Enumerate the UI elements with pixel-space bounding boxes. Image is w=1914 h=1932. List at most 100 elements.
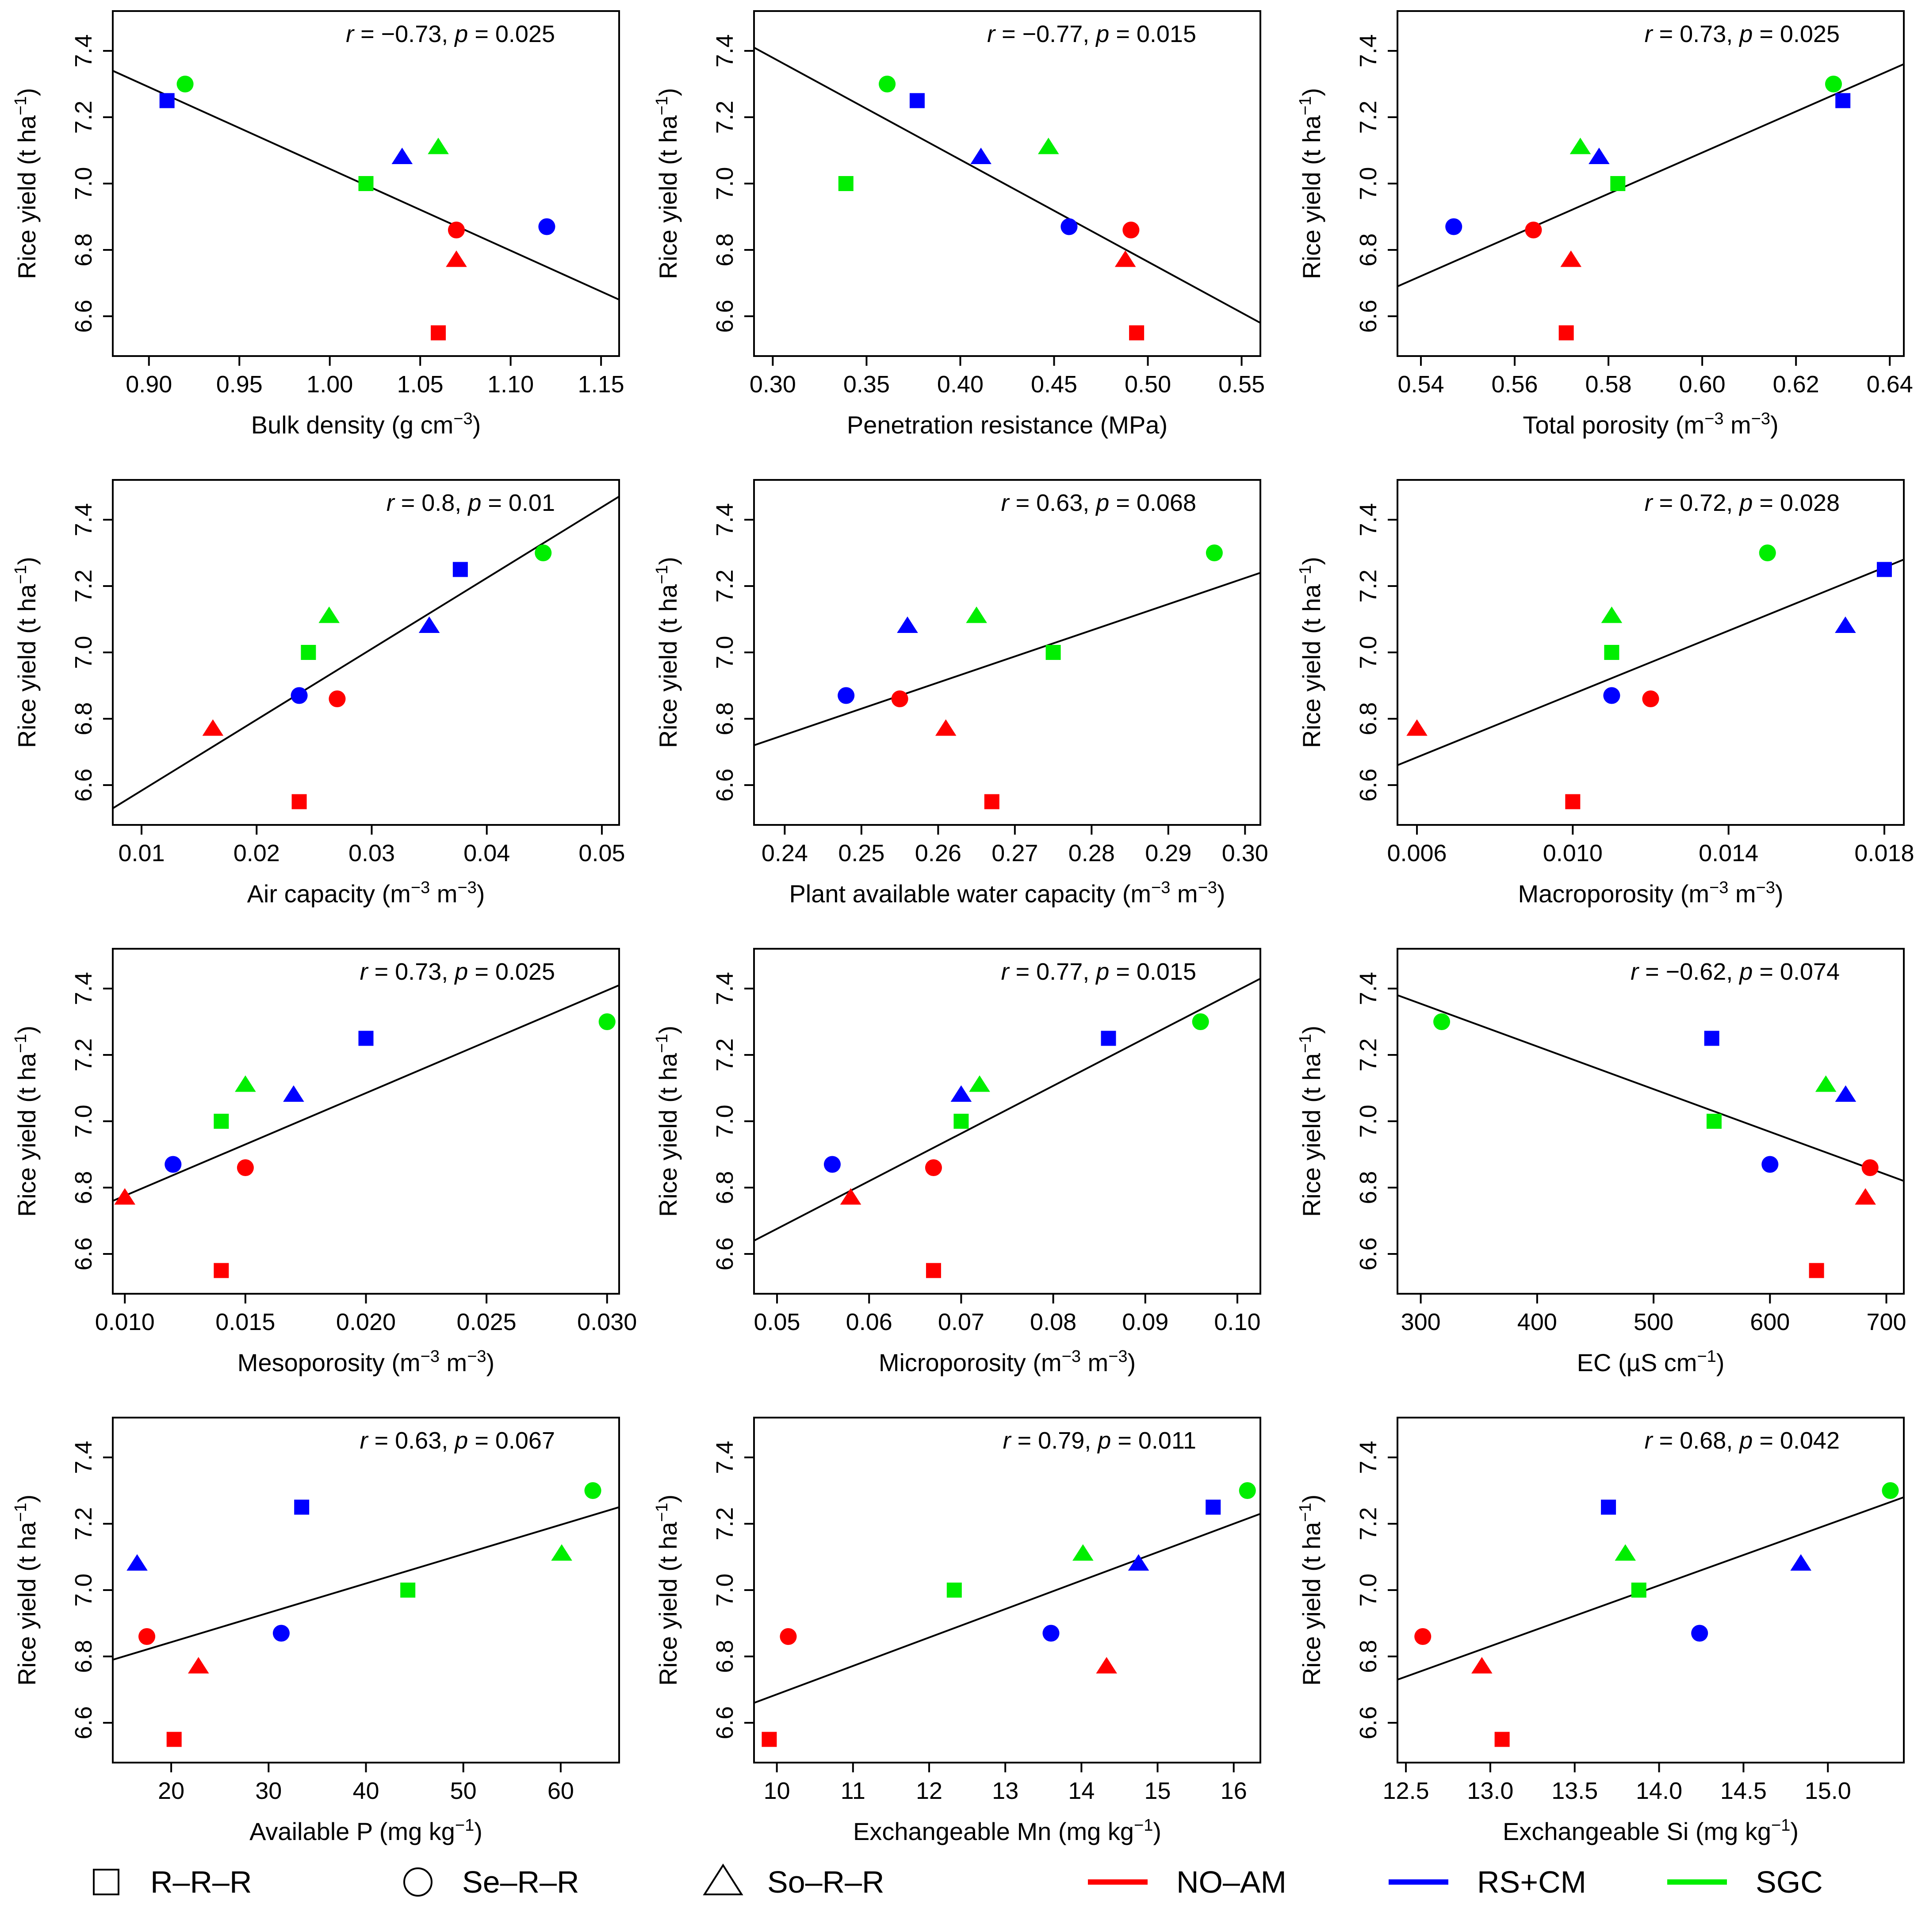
data-point-triangle-rs-cm bbox=[1589, 147, 1610, 164]
y-tick-label: 7.4 bbox=[712, 503, 738, 536]
x-tick-label: 0.030 bbox=[577, 1309, 637, 1335]
y-tick-label: 7.0 bbox=[70, 167, 97, 200]
data-point-triangle-rs-cm bbox=[391, 147, 413, 164]
data-point-circle-sgc bbox=[1239, 1482, 1256, 1499]
y-tick-label: 6.8 bbox=[70, 1640, 97, 1673]
y-tick-label: 7.2 bbox=[1355, 1038, 1382, 1071]
data-point-triangle-no-am bbox=[1471, 1657, 1493, 1674]
x-tick-label: 600 bbox=[1750, 1309, 1790, 1335]
x-tick-label: 13.0 bbox=[1467, 1778, 1513, 1804]
data-point-square-rs-cm bbox=[294, 1499, 310, 1515]
x-tick-label: 0.26 bbox=[915, 840, 961, 866]
scatter-panel-2: 0.30 0.35 0.40 0.45 0.50 0.55 6.6 6.8 7.0 7.2 7.4 R… bbox=[653, 10, 1265, 439]
data-point-circle-sgc bbox=[1759, 544, 1776, 562]
correlation-stats: r = −0.73, p = 0.025 bbox=[346, 21, 555, 47]
x-tick-label: 0.01 bbox=[119, 840, 165, 866]
y-tick-label: 7.0 bbox=[70, 1573, 97, 1606]
data-point-circle-no-am bbox=[1642, 690, 1659, 708]
data-point-circle-no-am bbox=[925, 1159, 942, 1177]
data-point-circle-sgc bbox=[1192, 1013, 1209, 1031]
y-tick-label: 7.2 bbox=[70, 100, 97, 134]
data-point-triangle-rs-cm bbox=[1835, 616, 1856, 633]
regression-line bbox=[754, 1513, 1260, 1704]
data-point-square-rs-cm bbox=[909, 93, 925, 108]
x-tick-label: 0.25 bbox=[838, 840, 884, 866]
x-axis-label: Plant available water capacity (m−3 m−3) bbox=[789, 878, 1225, 908]
y-axis-label: Rice yield (t ha−1) bbox=[653, 88, 682, 279]
y-tick-label: 7.4 bbox=[70, 503, 97, 536]
data-point-triangle-sgc bbox=[1072, 1544, 1094, 1561]
y-tick-label: 6.6 bbox=[712, 1237, 738, 1270]
y-tick-label: 7.0 bbox=[1355, 1573, 1382, 1606]
data-point-circle-sgc bbox=[879, 75, 896, 93]
x-tick-label: 0.29 bbox=[1145, 840, 1191, 866]
correlation-stats: r = 0.68, p = 0.042 bbox=[1645, 1427, 1840, 1454]
y-axis-label: Rice yield (t ha−1) bbox=[1296, 557, 1325, 748]
y-axis-label: Rice yield (t ha−1) bbox=[11, 88, 41, 279]
plot-frame bbox=[753, 10, 1261, 357]
y-tick-label: 7.4 bbox=[712, 972, 738, 1005]
data-point-circle-rs-cm bbox=[272, 1625, 290, 1642]
x-tick-label: 0.08 bbox=[1030, 1309, 1076, 1335]
legend-treatment-label: SGC bbox=[1756, 1865, 1823, 1899]
y-tick-label: 6.6 bbox=[1355, 1706, 1382, 1739]
regression-line bbox=[113, 495, 619, 809]
data-point-circle-rs-cm bbox=[823, 1156, 841, 1173]
legend-shape-label: So–R–R bbox=[767, 1865, 884, 1899]
x-axis-label: Penetration resistance (MPa) bbox=[847, 411, 1168, 439]
y-axis-label: Rice yield (t ha−1) bbox=[11, 1495, 41, 1686]
legend-triangle-icon bbox=[703, 1863, 743, 1895]
data-point-square-no-am bbox=[431, 325, 446, 341]
x-tick-label: 14.0 bbox=[1636, 1778, 1682, 1804]
data-point-triangle-no-am bbox=[202, 719, 224, 736]
x-tick-label: 0.54 bbox=[1397, 371, 1444, 398]
x-tick-label: 15.0 bbox=[1805, 1778, 1851, 1804]
x-tick-label: 700 bbox=[1866, 1309, 1906, 1335]
scatter-panel-8: 0.05 0.06 0.07 0.08 0.09 0.10 6.6 6.8 7.0 7.2 7.4 R… bbox=[653, 948, 1261, 1376]
data-point-square-no-am bbox=[291, 794, 307, 809]
y-tick-label: 7.4 bbox=[1355, 503, 1382, 536]
y-tick-label: 6.8 bbox=[712, 702, 738, 735]
data-point-triangle-no-am bbox=[935, 719, 957, 736]
data-point-square-no-am bbox=[762, 1732, 777, 1747]
data-point-triangle-sgc bbox=[1815, 1075, 1837, 1092]
x-tick-label: 1.10 bbox=[487, 371, 534, 398]
legend-circle-icon bbox=[403, 1867, 433, 1897]
data-point-circle-rs-cm bbox=[1060, 218, 1078, 235]
data-point-square-no-am bbox=[1129, 325, 1145, 341]
data-point-triangle-sgc bbox=[1615, 1544, 1636, 1561]
x-axis-label: Bulk density (g cm−3) bbox=[251, 410, 481, 439]
correlation-stats: r = 0.73, p = 0.025 bbox=[360, 958, 555, 985]
y-tick-label: 7.0 bbox=[1355, 1104, 1382, 1138]
plot-frame bbox=[112, 1417, 620, 1763]
x-tick-label: 11 bbox=[841, 1778, 865, 1804]
y-tick-label: 6.8 bbox=[70, 1171, 97, 1204]
data-point-circle-sgc bbox=[535, 544, 552, 562]
x-tick-label: 0.020 bbox=[336, 1309, 396, 1335]
data-point-square-no-am bbox=[926, 1263, 941, 1278]
y-tick-label: 6.8 bbox=[1355, 1171, 1382, 1204]
data-point-triangle-rs-cm bbox=[970, 147, 991, 164]
data-point-square-no-am bbox=[166, 1732, 182, 1747]
y-tick-label: 7.2 bbox=[1355, 100, 1382, 134]
data-point-square-sgc bbox=[838, 176, 854, 191]
y-tick-label: 7.2 bbox=[712, 1507, 738, 1540]
x-tick-label: 0.025 bbox=[457, 1309, 517, 1335]
data-point-circle-sgc bbox=[598, 1013, 616, 1031]
plot-frame bbox=[1397, 479, 1905, 826]
x-tick-label: 0.05 bbox=[754, 1309, 800, 1335]
x-tick-label: 0.50 bbox=[1125, 371, 1171, 398]
y-tick-label: 7.2 bbox=[712, 100, 738, 134]
data-point-square-sgc bbox=[400, 1583, 416, 1598]
y-tick-label: 7.0 bbox=[1355, 636, 1382, 669]
data-point-triangle-sgc bbox=[1037, 138, 1059, 154]
x-axis-label: Available P (mg kg−1) bbox=[249, 1816, 482, 1845]
data-point-circle-no-am bbox=[1122, 221, 1140, 239]
x-tick-label: 0.014 bbox=[1699, 840, 1758, 866]
y-axis-label: Rice yield (t ha−1) bbox=[653, 557, 682, 748]
legend-shape-label: R–R–R bbox=[150, 1865, 252, 1899]
data-point-triangle-sgc bbox=[235, 1075, 256, 1092]
x-tick-label: 50 bbox=[450, 1778, 477, 1804]
x-tick-label: 14 bbox=[1068, 1778, 1095, 1804]
